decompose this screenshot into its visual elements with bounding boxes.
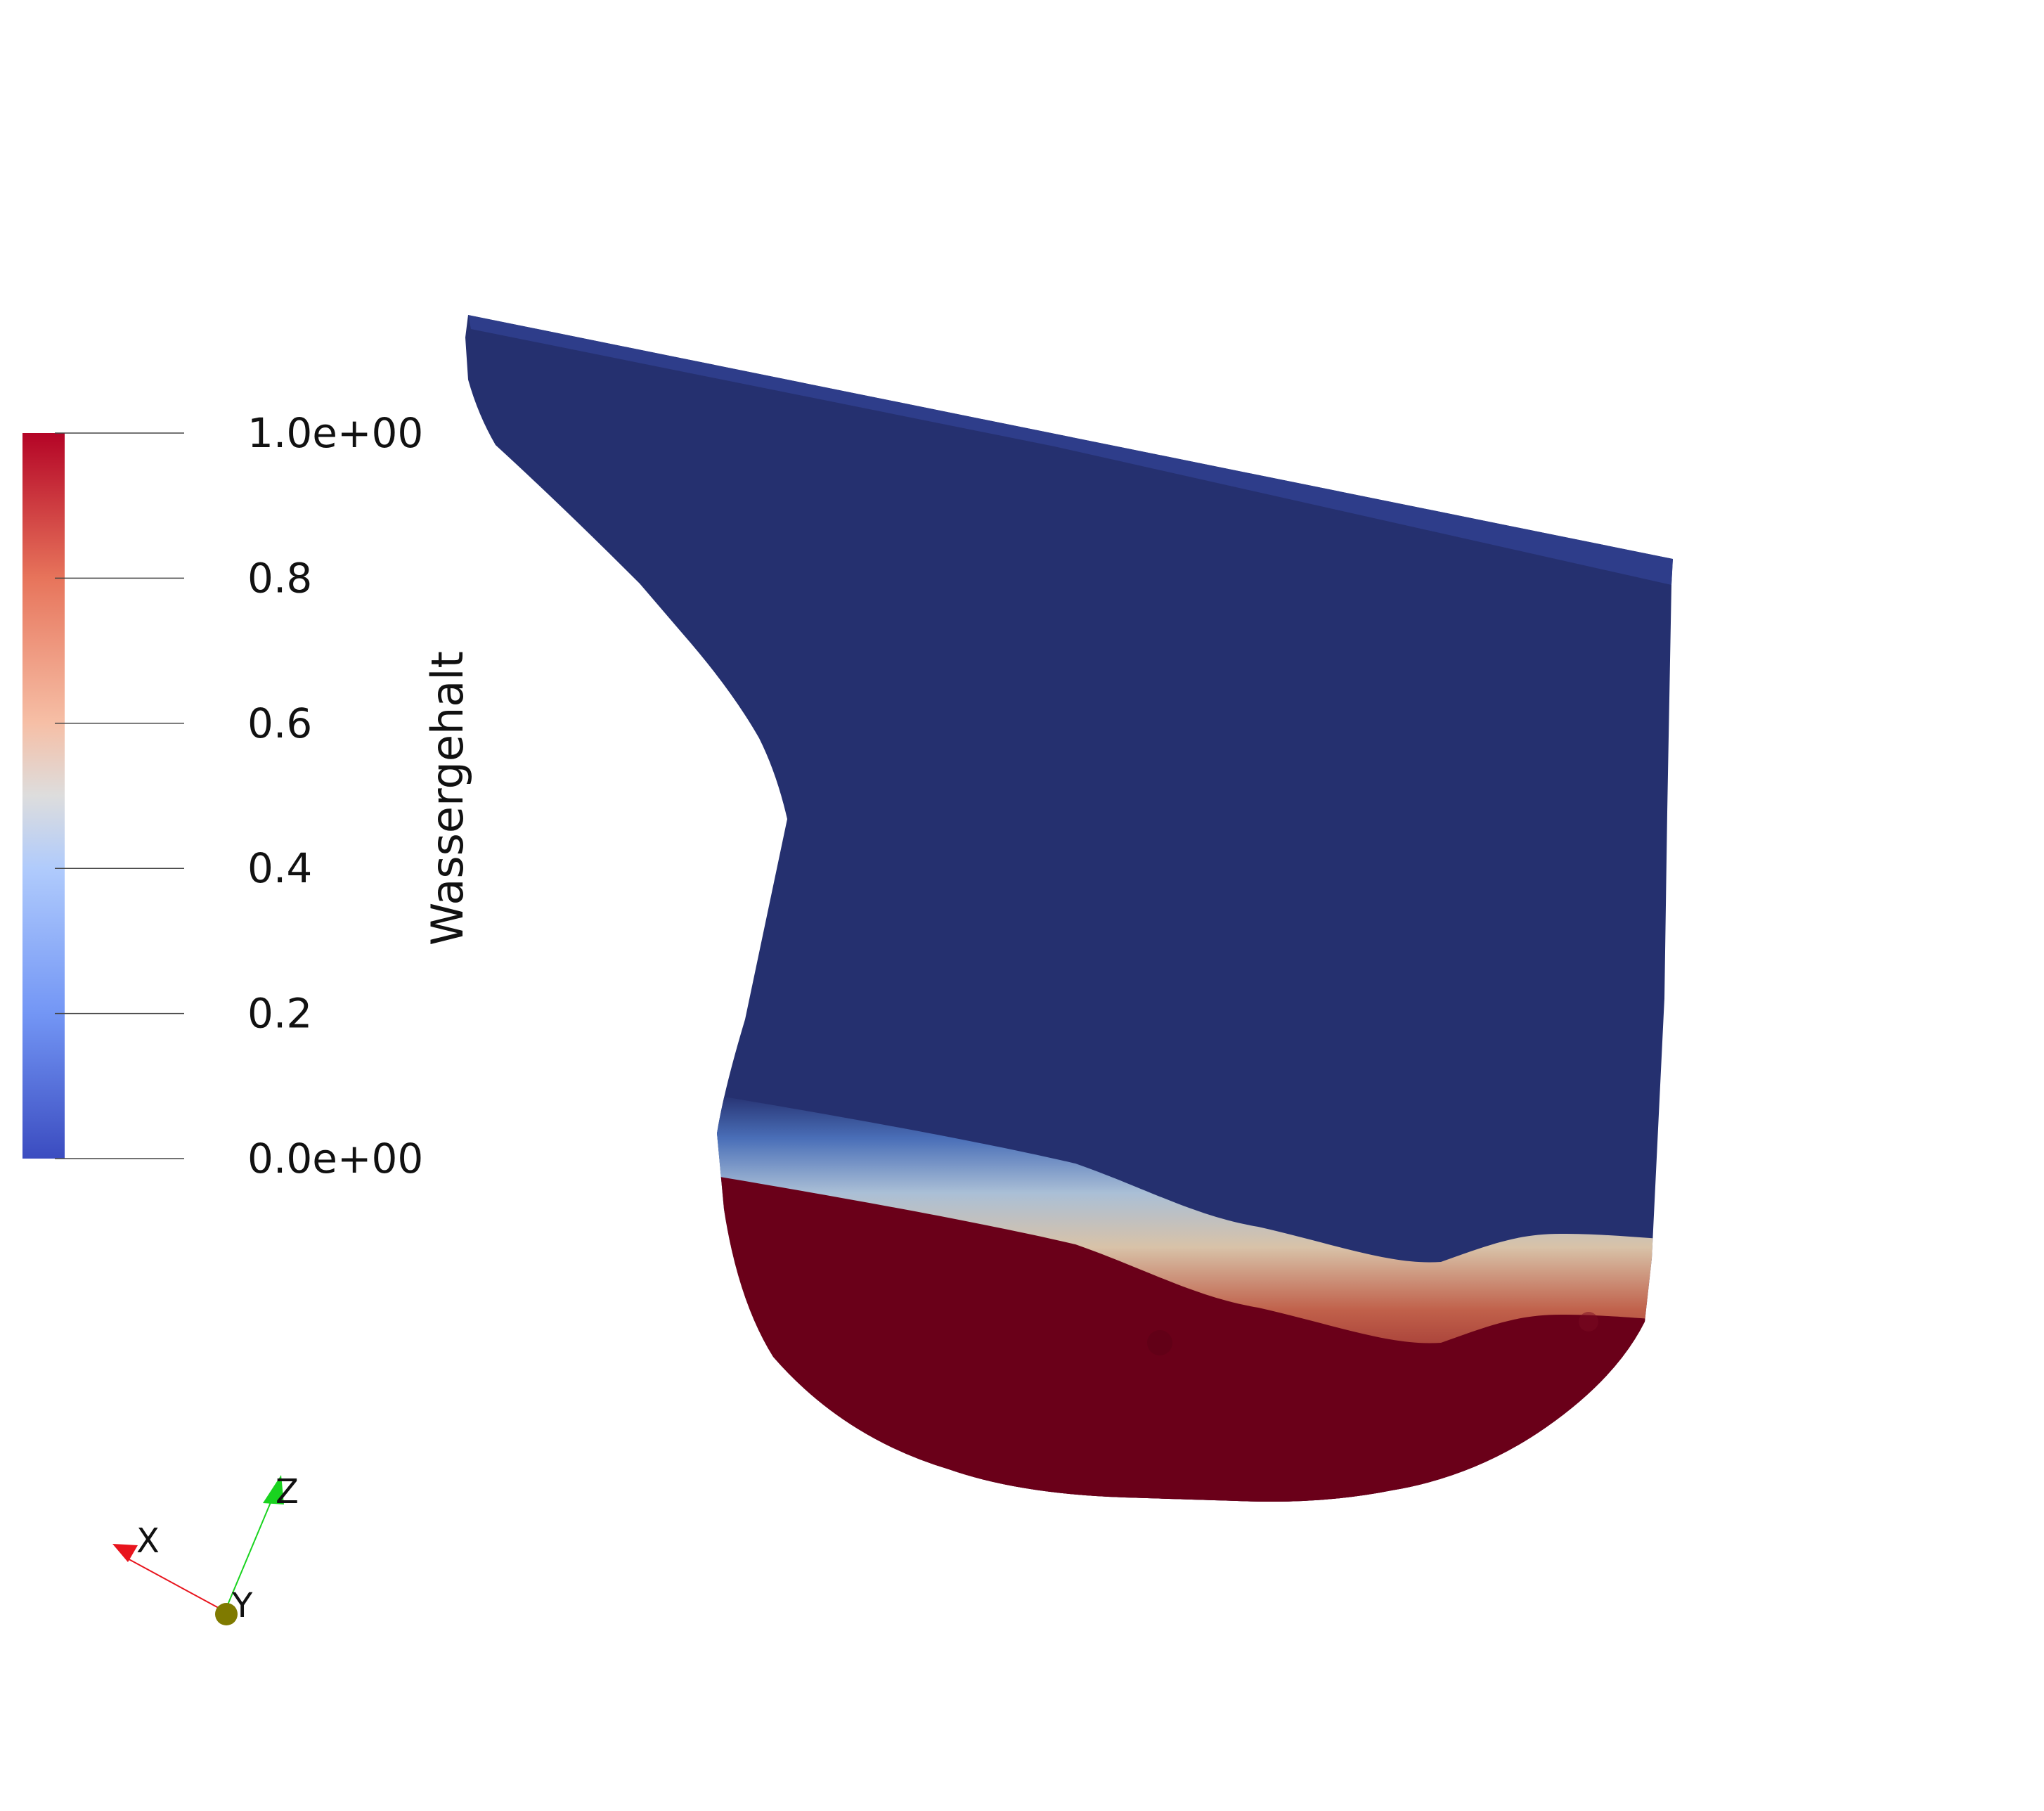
mesh-artifact (1579, 1312, 1598, 1332)
z-axis-line (224, 1497, 273, 1612)
colorbar-tick-label: 0.4 (247, 844, 312, 892)
colorbar-tick-label: 1.0e+00 (247, 409, 423, 457)
colorbar-ticks: 1.0e+00 0.8 0.6 0.4 0.2 0.0e+00 (55, 409, 423, 1182)
y-axis-label: Y (231, 1586, 253, 1625)
mesh-render[interactable] (422, 281, 1722, 1547)
x-axis-label: X (136, 1521, 160, 1561)
color-legend: 1.0e+00 0.8 0.6 0.4 0.2 0.0e+00 Wassergehalt (22, 409, 473, 1182)
colorbar-tick-label: 0.6 (247, 700, 312, 747)
z-axis-label: Z (276, 1472, 299, 1512)
colorbar-tick-label: 0.0e+00 (247, 1135, 423, 1182)
colorbar-tick-label: 0.2 (247, 990, 312, 1038)
colorbar-title: Wassergehalt (422, 651, 473, 946)
wet-core-region (703, 1174, 1673, 1502)
mesh-artifact (1147, 1330, 1172, 1355)
z-axis-arrowhead (263, 1475, 284, 1504)
y-axis-sphere (215, 1603, 238, 1625)
x-axis-arrowhead (112, 1544, 138, 1562)
top-edge-face (468, 315, 1673, 585)
orientation-axes[interactable]: X Z Y (112, 1472, 299, 1625)
colorbar (22, 433, 65, 1159)
colorbar-tick-label: 0.8 (247, 554, 312, 602)
x-axis-line (124, 1557, 226, 1612)
